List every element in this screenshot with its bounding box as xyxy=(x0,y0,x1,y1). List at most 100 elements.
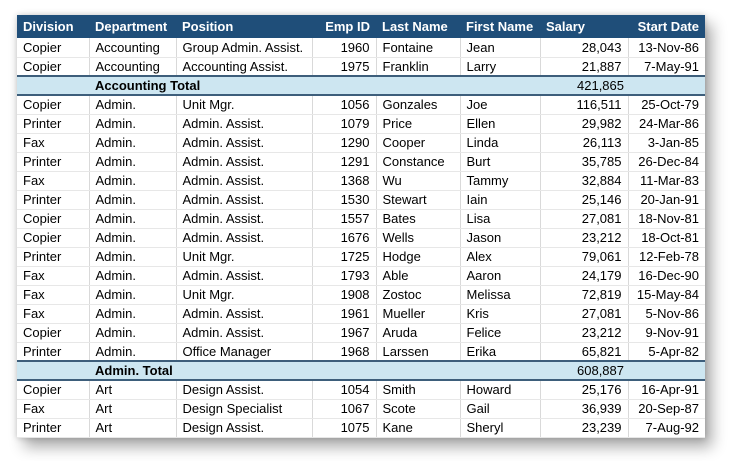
cell-salary[interactable]: 25,176 xyxy=(540,380,629,400)
cell-division[interactable]: Fax xyxy=(17,285,90,305)
cell-start_date[interactable]: 7-Aug-92 xyxy=(628,418,705,438)
cell-department[interactable]: Art xyxy=(89,380,177,400)
cell-start_date[interactable]: 16-Dec-90 xyxy=(628,266,705,286)
cell-division[interactable]: Copier xyxy=(17,209,90,229)
cell-emp_id[interactable]: 1291 xyxy=(312,152,377,172)
cell-department[interactable]: Admin. xyxy=(89,190,177,210)
cell-salary[interactable]: 21,887 xyxy=(540,57,629,77)
cell-department[interactable]: Admin. xyxy=(89,171,177,191)
cell-salary[interactable]: 24,179 xyxy=(540,266,629,286)
cell-last_name[interactable]: Franklin xyxy=(376,57,461,77)
cell-division[interactable]: Printer xyxy=(17,342,90,362)
cell-salary[interactable]: 27,081 xyxy=(540,304,629,324)
column-header-first_name[interactable]: First Name xyxy=(460,15,540,38)
subtotal-salary-value[interactable]: 421,865 xyxy=(540,75,628,96)
cell-division[interactable]: Copier xyxy=(17,95,90,115)
cell-position[interactable]: Admin. Assist. xyxy=(176,133,313,153)
cell-position[interactable]: Admin. Assist. xyxy=(176,171,313,191)
cell-first_name[interactable]: Sheryl xyxy=(460,418,541,438)
column-header-salary[interactable]: Salary xyxy=(540,15,628,38)
cell-emp_id[interactable]: 1075 xyxy=(312,418,377,438)
cell-first_name[interactable]: Larry xyxy=(460,57,541,77)
cell-last_name[interactable]: Constance xyxy=(376,152,461,172)
cell-department[interactable]: Admin. xyxy=(89,247,177,267)
cell-division[interactable]: Fax xyxy=(17,266,90,286)
cell-salary[interactable]: 27,081 xyxy=(540,209,629,229)
cell-last_name[interactable]: Zostoc xyxy=(376,285,461,305)
cell-start_date[interactable]: 5-Apr-82 xyxy=(628,342,705,362)
cell-last_name[interactable]: Stewart xyxy=(376,190,461,210)
subtotal-blank-emp_id[interactable] xyxy=(312,75,376,96)
cell-start_date[interactable]: 11-Mar-83 xyxy=(628,171,705,191)
cell-division[interactable]: Printer xyxy=(17,152,90,172)
cell-emp_id[interactable]: 1908 xyxy=(312,285,377,305)
cell-emp_id[interactable]: 1290 xyxy=(312,133,377,153)
cell-division[interactable]: Fax xyxy=(17,304,90,324)
cell-salary[interactable]: 116,511 xyxy=(540,95,629,115)
cell-division[interactable]: Fax xyxy=(17,133,90,153)
cell-start_date[interactable]: 15-May-84 xyxy=(628,285,705,305)
cell-emp_id[interactable]: 1975 xyxy=(312,57,377,77)
cell-last_name[interactable]: Smith xyxy=(376,380,461,400)
subtotal-blank-first_name[interactable] xyxy=(460,75,540,96)
cell-division[interactable]: Copier xyxy=(17,228,90,248)
column-header-last_name[interactable]: Last Name xyxy=(376,15,460,38)
cell-division[interactable]: Printer xyxy=(17,190,90,210)
cell-first_name[interactable]: Alex xyxy=(460,247,541,267)
cell-department[interactable]: Admin. xyxy=(89,133,177,153)
cell-start_date[interactable]: 26-Dec-84 xyxy=(628,152,705,172)
cell-department[interactable]: Admin. xyxy=(89,228,177,248)
cell-last_name[interactable]: Bates xyxy=(376,209,461,229)
cell-salary[interactable]: 35,785 xyxy=(540,152,629,172)
cell-department[interactable]: Admin. xyxy=(89,95,177,115)
cell-emp_id[interactable]: 1968 xyxy=(312,342,377,362)
cell-emp_id[interactable]: 1054 xyxy=(312,380,377,400)
cell-department[interactable]: Admin. xyxy=(89,285,177,305)
cell-division[interactable]: Copier xyxy=(17,57,90,77)
cell-first_name[interactable]: Tammy xyxy=(460,171,541,191)
cell-last_name[interactable]: Scote xyxy=(376,399,461,419)
cell-first_name[interactable]: Jean xyxy=(460,38,541,58)
cell-start_date[interactable]: 7-May-91 xyxy=(628,57,705,77)
cell-start_date[interactable]: 20-Sep-87 xyxy=(628,399,705,419)
cell-department[interactable]: Admin. xyxy=(89,342,177,362)
cell-last_name[interactable]: Wells xyxy=(376,228,461,248)
cell-salary[interactable]: 23,212 xyxy=(540,323,629,343)
cell-last_name[interactable]: Hodge xyxy=(376,247,461,267)
cell-last_name[interactable]: Cooper xyxy=(376,133,461,153)
subtotal-blank-last_name[interactable] xyxy=(376,75,460,96)
cell-start_date[interactable]: 3-Jan-85 xyxy=(628,133,705,153)
cell-salary[interactable]: 29,982 xyxy=(540,114,629,134)
subtotal-blank-division[interactable] xyxy=(17,75,89,96)
cell-first_name[interactable]: Gail xyxy=(460,399,541,419)
cell-department[interactable]: Accounting xyxy=(89,38,177,58)
cell-last_name[interactable]: Price xyxy=(376,114,461,134)
cell-start_date[interactable]: 25-Oct-79 xyxy=(628,95,705,115)
cell-start_date[interactable]: 5-Nov-86 xyxy=(628,304,705,324)
cell-division[interactable]: Copier xyxy=(17,380,90,400)
cell-last_name[interactable]: Gonzales xyxy=(376,95,461,115)
cell-emp_id[interactable]: 1067 xyxy=(312,399,377,419)
cell-emp_id[interactable]: 1725 xyxy=(312,247,377,267)
cell-division[interactable]: Printer xyxy=(17,114,90,134)
cell-division[interactable]: Copier xyxy=(17,323,90,343)
cell-emp_id[interactable]: 1967 xyxy=(312,323,377,343)
cell-emp_id[interactable]: 1056 xyxy=(312,95,377,115)
cell-emp_id[interactable]: 1676 xyxy=(312,228,377,248)
cell-position[interactable]: Design Specialist xyxy=(176,399,313,419)
subtotal-blank-start_date[interactable] xyxy=(628,360,705,381)
cell-first_name[interactable]: Joe xyxy=(460,95,541,115)
cell-emp_id[interactable]: 1793 xyxy=(312,266,377,286)
cell-salary[interactable]: 26,113 xyxy=(540,133,629,153)
cell-first_name[interactable]: Erika xyxy=(460,342,541,362)
column-header-division[interactable]: Division xyxy=(17,15,89,38)
cell-salary[interactable]: 72,819 xyxy=(540,285,629,305)
cell-start_date[interactable]: 24-Mar-86 xyxy=(628,114,705,134)
cell-first_name[interactable]: Ellen xyxy=(460,114,541,134)
subtotal-blank-first_name[interactable] xyxy=(460,360,540,381)
cell-salary[interactable]: 65,821 xyxy=(540,342,629,362)
cell-start_date[interactable]: 13-Nov-86 xyxy=(628,38,705,58)
cell-salary[interactable]: 32,884 xyxy=(540,171,629,191)
cell-last_name[interactable]: Larssen xyxy=(376,342,461,362)
cell-department[interactable]: Admin. xyxy=(89,323,177,343)
